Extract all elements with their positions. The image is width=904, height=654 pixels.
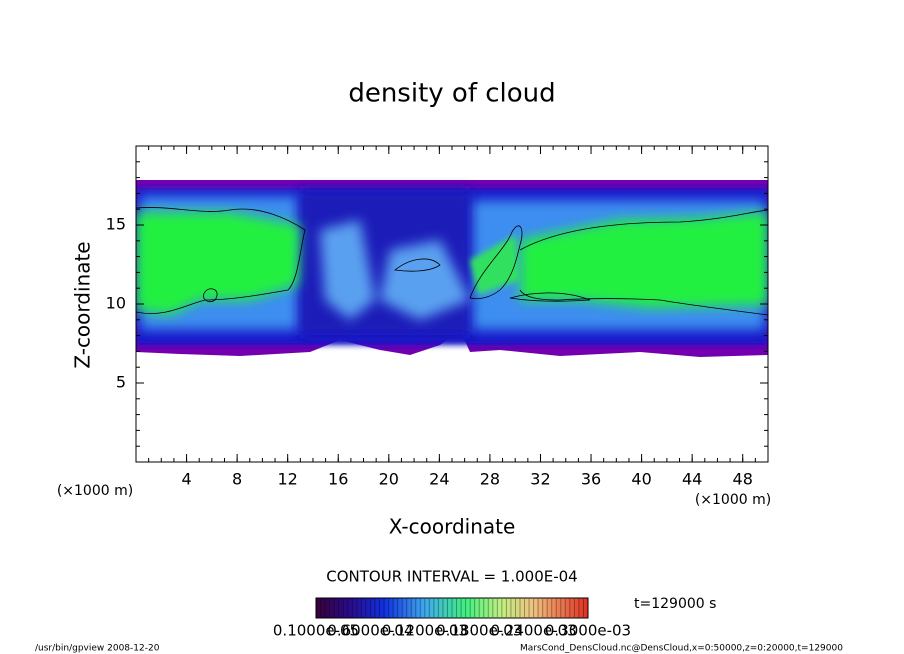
y-unit: (×1000 m) [57, 483, 133, 499]
y-tick-label: 10 [106, 294, 126, 313]
field [136, 180, 768, 357]
field-green [520, 212, 768, 308]
x-tick-label: 4 [181, 470, 191, 489]
chart-title: density of cloud [348, 79, 555, 109]
y-tick-label: 15 [106, 215, 126, 234]
colorbar [315, 597, 589, 619]
contour-lines [136, 207, 768, 316]
colorbar-label: 0.1000e-05 [273, 622, 359, 640]
colorbar-label: 0.1200e-03 [382, 622, 468, 640]
x-tick-label: 36 [581, 470, 601, 489]
colorbar-label: 0.6000e-04 [327, 622, 413, 640]
x-tick-label: 20 [379, 470, 399, 489]
x-axis-label: X-coordinate [389, 515, 516, 539]
x-tick-label: 8 [232, 470, 242, 489]
contour-interval: CONTOUR INTERVAL = 1.000E-04 [326, 568, 577, 586]
x-tick-label: 32 [530, 470, 550, 489]
x-tick-label: 12 [278, 470, 298, 489]
x-tick-label: 16 [328, 470, 348, 489]
footer-left: /usr/bin/gpview 2008-12-20 [35, 644, 160, 654]
y-tick-label: 5 [116, 373, 126, 392]
colorbar-stripes [320, 599, 584, 617]
y-axis-label: Z-coordinate [71, 241, 95, 368]
x-tick-label: 28 [480, 470, 500, 489]
field-green [136, 212, 300, 315]
colorbar-label: 0.3000e-03 [545, 622, 631, 640]
colorbar-label: 0.2400e-03 [490, 622, 576, 640]
time-label: t=129000 s [634, 596, 716, 612]
colorbar-label: 0.1800e-03 [436, 622, 522, 640]
x-tick-label: 44 [682, 470, 702, 489]
x-tick-label: 24 [429, 470, 449, 489]
footer-right: MarsCond_DensCloud.nc@DensCloud,x=0:5000… [520, 644, 843, 654]
x-tick-label: 40 [631, 470, 651, 489]
x-tick-label: 48 [733, 470, 753, 489]
x-unit: (×1000 m) [695, 492, 771, 508]
